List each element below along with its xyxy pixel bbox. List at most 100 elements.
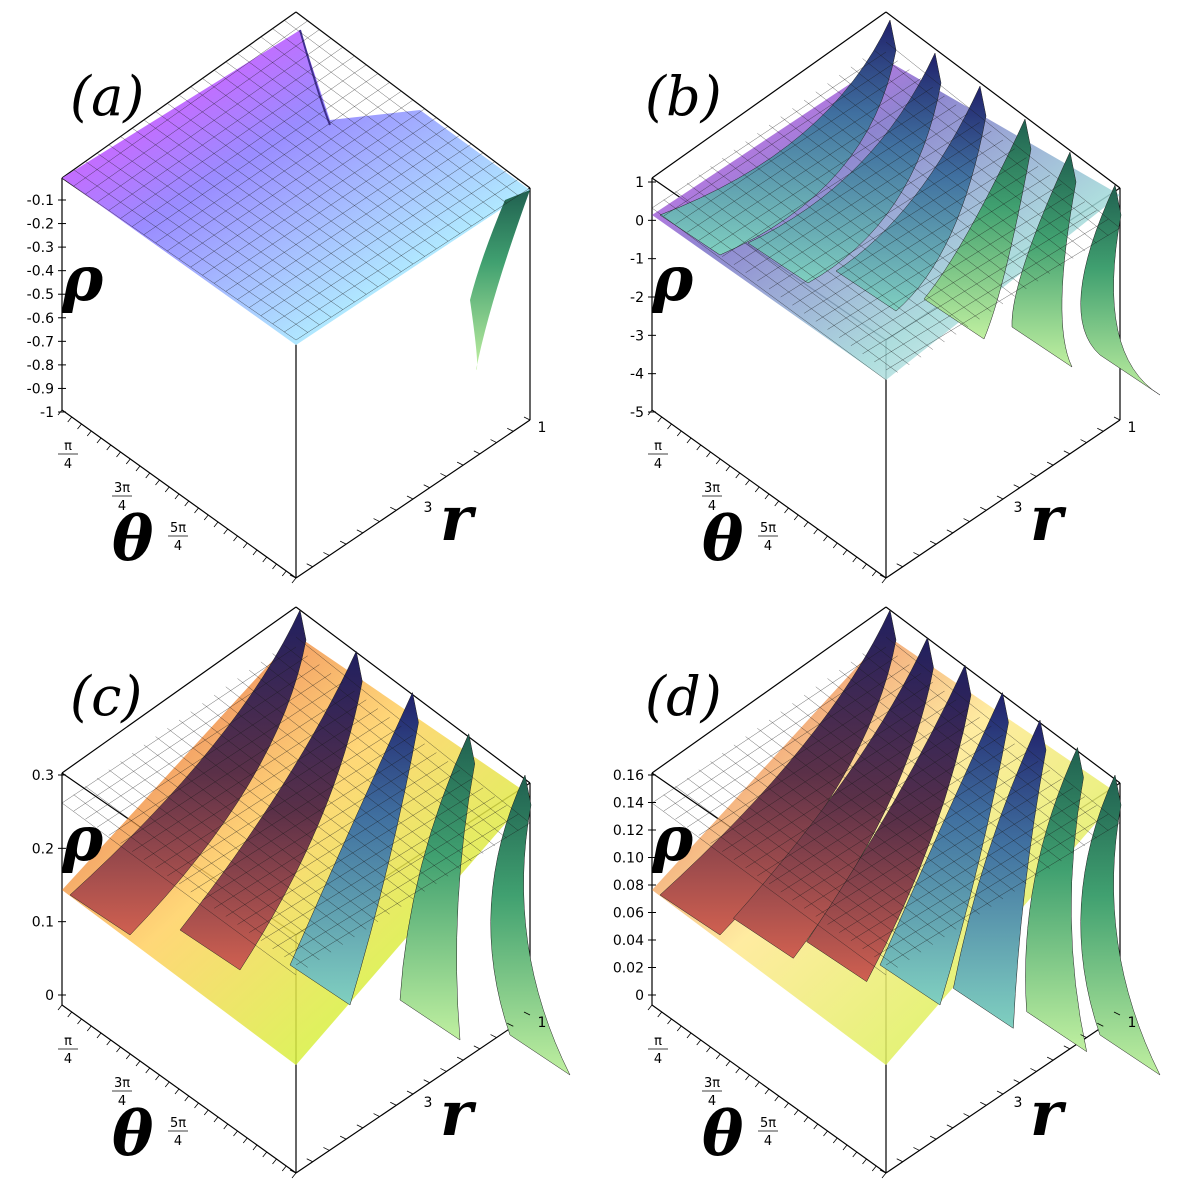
z-tick-label: 0.3 bbox=[32, 768, 54, 784]
r-tick-mark bbox=[456, 1056, 464, 1061]
r-tick-mark bbox=[1080, 439, 1087, 443]
r-tick-mark bbox=[306, 1158, 313, 1163]
theta-tick-mark bbox=[281, 1165, 287, 1172]
theta-tick-mark bbox=[291, 577, 297, 584]
z-tick-label: 0.02 bbox=[613, 961, 644, 977]
z-tick-label: 0 bbox=[45, 988, 54, 1004]
r-tick-mark bbox=[440, 1068, 447, 1072]
theta-tick-mark bbox=[871, 570, 877, 577]
theta-tick-mark bbox=[715, 1053, 721, 1060]
r-tick-mark bbox=[896, 563, 903, 568]
theta-tick-label: π bbox=[654, 1034, 662, 1049]
r-tick-mark bbox=[929, 1135, 937, 1140]
theta-tick-mark bbox=[203, 514, 209, 521]
r-tick-mark bbox=[1013, 484, 1020, 489]
r-tick-mark bbox=[406, 1090, 414, 1095]
ridge bbox=[1011, 151, 1077, 368]
r-tick-mark bbox=[306, 563, 313, 568]
z-axis-label: ρ bbox=[61, 802, 104, 875]
ridge bbox=[835, 85, 987, 312]
r-tick-mark bbox=[473, 450, 481, 455]
theta-tick-mark bbox=[745, 1074, 750, 1081]
r-tick-mark bbox=[339, 540, 347, 545]
r-tick-mark bbox=[1063, 450, 1071, 455]
panel-label: (c) bbox=[70, 665, 142, 728]
z-tick-label: -1 bbox=[40, 405, 54, 421]
theta-tick-label: 3π bbox=[114, 1076, 130, 1091]
z-tick-label: 0.12 bbox=[613, 823, 644, 839]
box-edge bbox=[885, 11, 1121, 189]
theta-tick-mark bbox=[194, 1102, 199, 1109]
r-tick-mark bbox=[423, 1079, 430, 1084]
theta-tick-denominator: 4 bbox=[64, 457, 72, 472]
theta-tick-mark bbox=[754, 486, 760, 493]
theta-tick-mark bbox=[164, 1081, 170, 1088]
theta-tick-mark bbox=[715, 458, 721, 465]
theta-tick-label: 5π bbox=[760, 1116, 776, 1131]
r-tick-mark bbox=[1046, 461, 1054, 466]
theta-tick-mark bbox=[174, 1088, 180, 1095]
z-tick-label: 0.08 bbox=[613, 878, 644, 894]
theta-tick-mark bbox=[852, 556, 858, 563]
r-tick-mark bbox=[996, 1090, 1004, 1095]
theta-tick-mark bbox=[86, 430, 92, 437]
r-tick-label: 1 bbox=[538, 420, 547, 436]
theta-tick-mark bbox=[871, 1165, 877, 1172]
r-tick-mark bbox=[896, 1158, 903, 1163]
theta-tick-mark bbox=[852, 1151, 858, 1158]
z-tick-label: 0.14 bbox=[613, 796, 644, 812]
r-tick-label: 3 bbox=[1014, 1095, 1023, 1111]
x-axis-label: θ bbox=[112, 502, 154, 575]
z-tick-label: -0.8 bbox=[27, 358, 54, 374]
theta-tick-mark bbox=[686, 1032, 692, 1039]
r-tick-mark bbox=[490, 1034, 497, 1038]
theta-tick-mark bbox=[213, 1116, 219, 1123]
mesh bbox=[61, 636, 531, 976]
y-axis-label: r bbox=[1030, 1077, 1067, 1150]
r-tick-mark bbox=[980, 506, 987, 511]
theta-tick-mark bbox=[842, 549, 848, 556]
theta-tick-mark bbox=[252, 549, 258, 556]
theta-tick-mark bbox=[57, 409, 63, 416]
theta-tick-mark bbox=[706, 1046, 711, 1053]
theta-tick-label: π bbox=[654, 439, 662, 454]
r-tick-mark bbox=[456, 461, 464, 466]
theta-tick-mark bbox=[223, 1123, 229, 1130]
r-tick-mark bbox=[946, 529, 954, 534]
panel-label: (b) bbox=[645, 65, 722, 128]
theta-tick-mark bbox=[725, 465, 731, 472]
theta-tick-mark bbox=[784, 507, 789, 514]
z-tick-label: 0.10 bbox=[613, 851, 644, 867]
x-axis-label: θ bbox=[112, 1097, 154, 1170]
r-tick-mark bbox=[929, 540, 937, 545]
theta-tick-label: 5π bbox=[170, 1116, 186, 1131]
ridge bbox=[1080, 774, 1161, 1076]
z-tick-label: -0.1 bbox=[27, 193, 54, 209]
theta-tick-mark bbox=[96, 1032, 102, 1039]
theta-tick-mark bbox=[174, 493, 180, 500]
theta-tick-mark bbox=[223, 528, 229, 535]
theta-tick-mark bbox=[745, 479, 750, 486]
z-tick-label: -0.5 bbox=[27, 287, 54, 303]
box-edge bbox=[61, 606, 297, 774]
theta-tick-mark bbox=[67, 1011, 73, 1018]
z-tick-label: 0 bbox=[635, 988, 644, 1004]
z-tick-label: -4 bbox=[630, 367, 644, 383]
panel-d: 0.16 0.14 0.12 0.10 0.08 0.06 0.04 0.02 0 π 4 3π 4 5π… bbox=[613, 606, 1161, 1179]
theta-tick-mark bbox=[793, 1109, 799, 1116]
theta-tick-denominator: 4 bbox=[654, 457, 662, 472]
r-tick-mark bbox=[1080, 1034, 1087, 1038]
theta-tick-mark bbox=[145, 472, 151, 479]
r-tick-mark bbox=[523, 416, 531, 421]
theta-tick-mark bbox=[696, 444, 702, 451]
theta-tick-mark bbox=[862, 1158, 867, 1165]
theta-tick-mark bbox=[832, 542, 838, 549]
r-tick-mark bbox=[980, 1101, 987, 1106]
z-tick-label: 1 bbox=[635, 175, 644, 191]
theta-tick-mark bbox=[77, 423, 82, 430]
theta-tick-mark bbox=[252, 1144, 258, 1151]
theta-tick-mark bbox=[116, 451, 121, 458]
panel-label: (d) bbox=[645, 665, 722, 728]
r-tick-label: 3 bbox=[424, 1095, 433, 1111]
box-edge bbox=[651, 11, 887, 179]
